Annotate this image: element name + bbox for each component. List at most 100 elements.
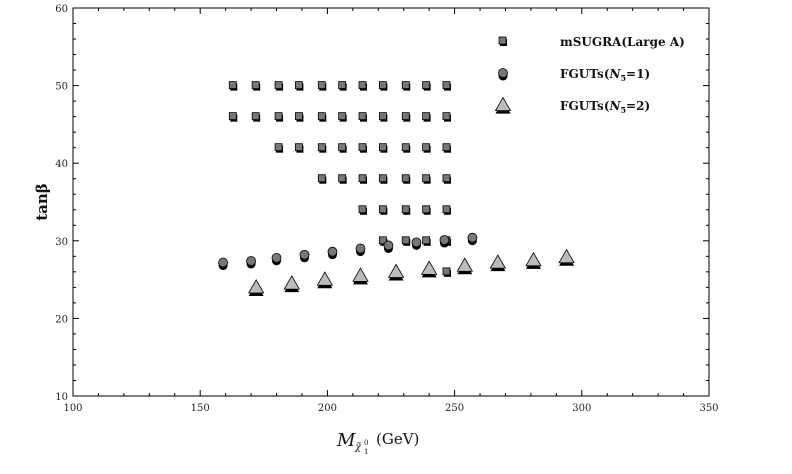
square-data-point [317, 81, 327, 91]
square-data-point [442, 174, 451, 184]
square-data-point [378, 143, 388, 153]
square-data-point [251, 112, 261, 122]
y-axis-title: tanβ [33, 183, 51, 221]
marker-face [422, 236, 431, 245]
marker-face [274, 81, 283, 89]
marker-face [401, 205, 410, 214]
marker-face [317, 81, 326, 89]
marker-face [422, 205, 431, 214]
square-data-point [422, 112, 431, 122]
circle-data-point [299, 249, 310, 263]
legend-label: FGUTs(N5=2) [560, 99, 650, 115]
square-data-point [274, 81, 284, 91]
y-tick-label: 50 [55, 82, 68, 93]
marker-face [422, 143, 431, 152]
marker-face [316, 271, 334, 286]
marker-face [228, 112, 237, 121]
marker-face [283, 275, 300, 290]
square-data-point [338, 112, 347, 122]
legend-square-marker [498, 36, 507, 46]
axis-tick-labels: 100 150 200 250 300 350 10 20 30 40 50 60 [55, 4, 718, 414]
x-axis-title-sub-superscript: 0 [364, 439, 368, 447]
square-data-point [358, 205, 368, 215]
triangle-data-point [489, 254, 507, 272]
square-data-point [422, 174, 431, 184]
x-axis-title-sub-subscript: 1 [364, 448, 368, 456]
square-data-point [442, 112, 451, 122]
marker-face [383, 240, 394, 251]
x-tick-label: 200 [318, 403, 337, 414]
circle-data-point [355, 243, 366, 257]
marker-face [411, 237, 422, 248]
marker-face [378, 81, 387, 89]
marker-face [420, 260, 438, 275]
marker-face [295, 143, 303, 152]
square-data-point [358, 112, 368, 122]
legend-circle-marker [498, 68, 508, 81]
legend-label: FGUTs(N5=1) [560, 67, 650, 83]
marker-face [352, 267, 369, 282]
triangle-data-point [558, 248, 575, 266]
square-data-point [295, 112, 304, 122]
marker-face [299, 249, 310, 260]
marker-face [442, 205, 451, 214]
x-tick-label: 300 [572, 403, 591, 414]
square-data-point [274, 112, 284, 122]
marker-face [317, 112, 326, 121]
square-data-point [251, 81, 261, 91]
square-data-point [317, 174, 327, 184]
triangle-data-point [247, 279, 265, 296]
marker-face [327, 246, 338, 257]
square-data-point [401, 81, 411, 91]
marker-face [401, 174, 410, 183]
marker-face [317, 174, 326, 183]
marker-face [422, 112, 431, 121]
square-data-point [228, 112, 238, 122]
marker-face [442, 267, 451, 276]
marker-face [439, 235, 450, 245]
square-data-point [317, 143, 327, 153]
circle-data-point [467, 232, 478, 246]
marker-face [498, 36, 507, 45]
square-data-point [378, 174, 388, 184]
triangle-data-point [316, 271, 334, 289]
circle-data-point [383, 240, 394, 253]
marker-face [401, 112, 410, 121]
triangle-data-point [456, 257, 473, 275]
marker-face [387, 263, 405, 278]
marker-face [338, 81, 347, 89]
marker-face [358, 205, 367, 214]
data-marks [218, 81, 575, 296]
marker-face [358, 174, 367, 183]
legend-triangle-marker [494, 96, 512, 114]
marker-face [251, 112, 260, 121]
marker-face [442, 174, 451, 183]
legend: mSUGRA(Large A) FGUTs(N5=1) FGUTs(N5=2) [494, 35, 685, 115]
circle-data-point [246, 256, 256, 269]
marker-face [378, 112, 387, 121]
marker-face [442, 112, 451, 121]
marker-face [358, 143, 367, 152]
marker-face [338, 112, 347, 121]
triangle-data-point [525, 251, 542, 269]
square-data-point [401, 236, 411, 246]
circle-data-point [411, 237, 422, 250]
y-tick-label: 30 [55, 237, 68, 248]
axis-ticks [72, 7, 710, 397]
marker-face [498, 68, 508, 78]
square-data-point [442, 81, 451, 91]
plot-frame [72, 7, 710, 397]
y-tick-label: 40 [55, 159, 68, 170]
marker-face [295, 81, 303, 89]
square-data-point [401, 174, 411, 184]
square-data-point [338, 143, 347, 153]
square-data-point [442, 267, 451, 277]
square-data-point [338, 81, 347, 91]
square-data-point [378, 81, 388, 91]
square-data-point [317, 112, 327, 122]
x-tick-label: 100 [63, 403, 82, 414]
marker-face [558, 248, 575, 264]
marker-face [489, 254, 507, 269]
square-data-point [422, 81, 431, 91]
square-data-point [401, 205, 411, 215]
